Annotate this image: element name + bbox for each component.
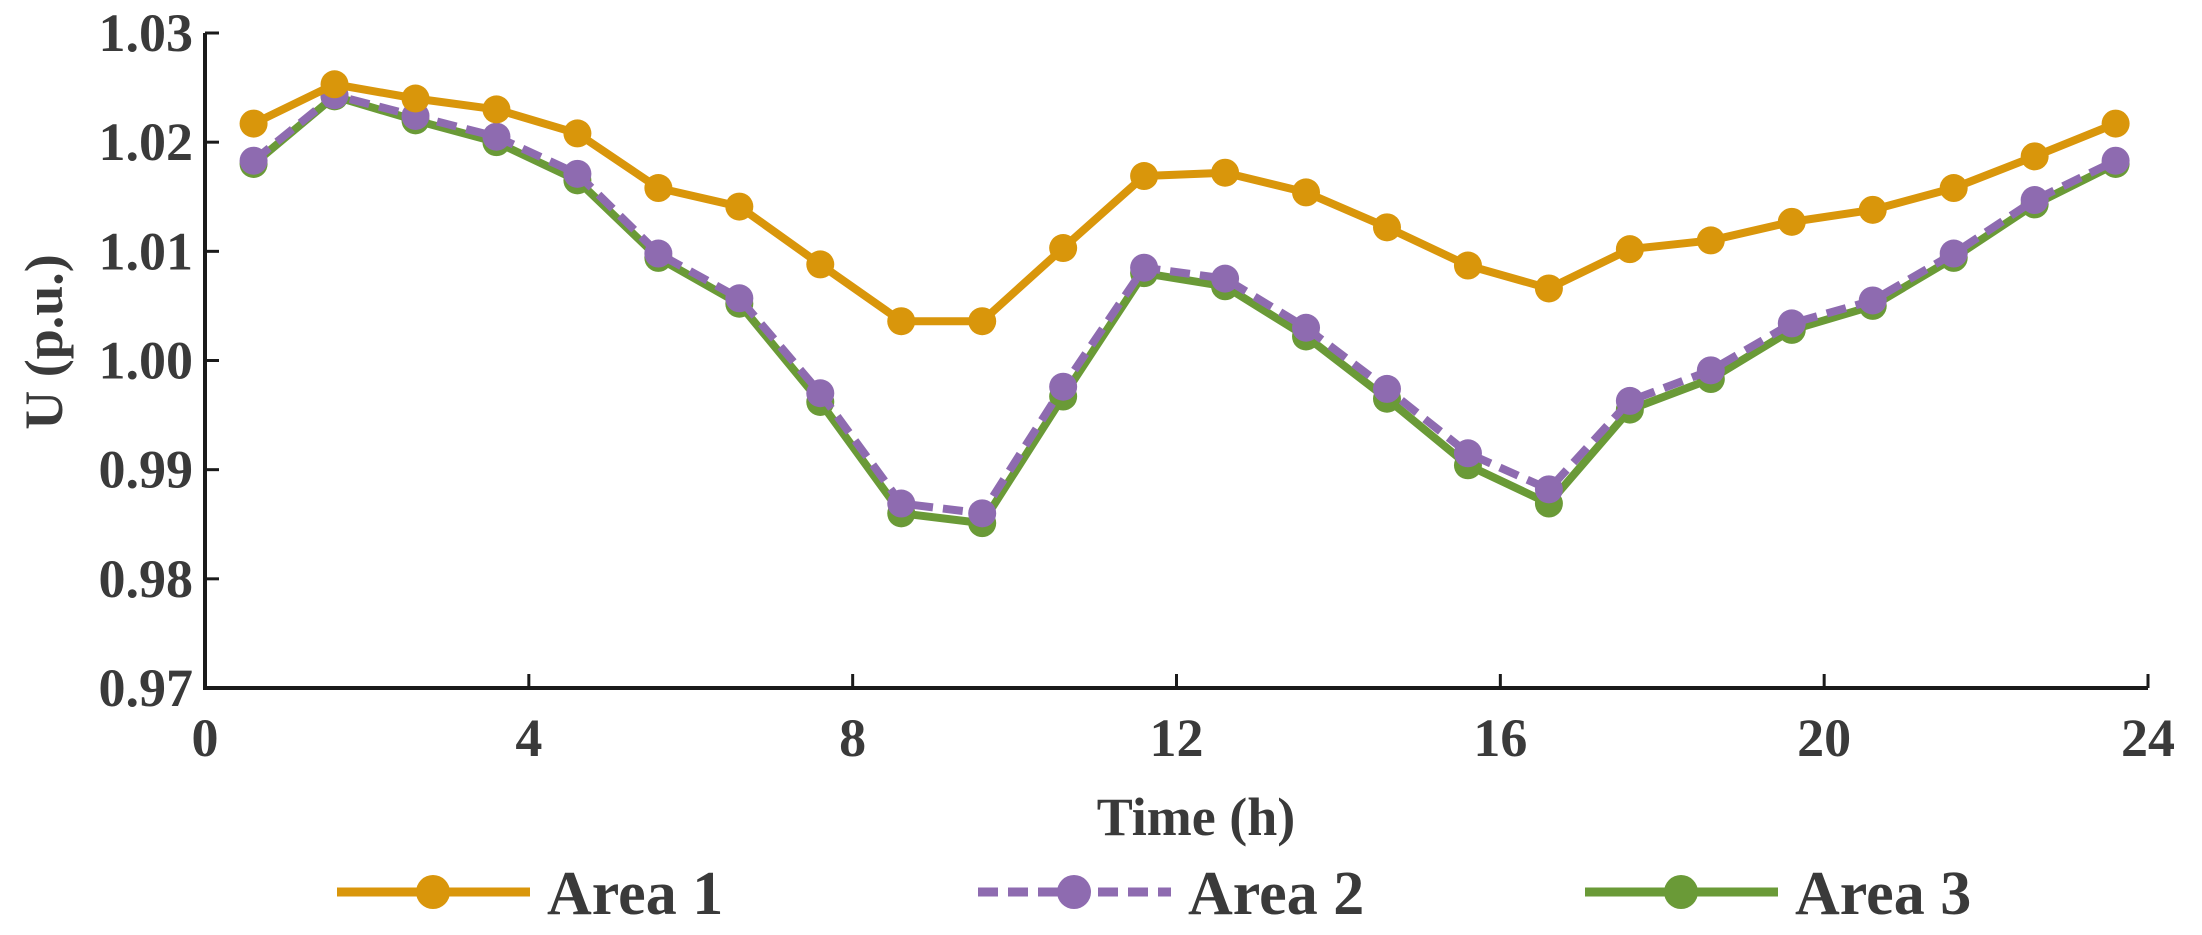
data-point xyxy=(1615,235,1644,264)
y-tick-label: 0.98 xyxy=(99,549,194,609)
data-point xyxy=(1939,239,1968,268)
data-point xyxy=(401,84,430,113)
y-tick-label: 0.97 xyxy=(99,658,194,718)
data-point xyxy=(2020,186,2049,215)
data-point xyxy=(644,239,673,268)
data-point xyxy=(887,489,916,518)
legend-swatch-marker xyxy=(1664,875,1698,909)
x-tick-label: 8 xyxy=(839,708,866,768)
data-point xyxy=(2101,109,2130,138)
data-point xyxy=(1292,313,1321,342)
legend-swatch-marker xyxy=(416,875,450,909)
x-axis-label: Time (h) xyxy=(1097,787,1296,847)
data-point xyxy=(1372,374,1401,403)
data-point xyxy=(1292,178,1321,207)
y-tick-label: 1.00 xyxy=(99,331,194,391)
legend-item-3: Area 3 xyxy=(1585,860,1971,928)
x-tick-label: 20 xyxy=(1797,708,1851,768)
data-point xyxy=(1777,207,1806,236)
data-point xyxy=(1858,195,1887,224)
y-axis-label: U (p.u.) xyxy=(14,254,74,430)
data-point xyxy=(1049,234,1078,263)
legend-label: Area 3 xyxy=(1795,860,1971,928)
legend-label: Area 2 xyxy=(1188,860,1364,928)
data-point xyxy=(1372,213,1401,242)
legend-label: Area 1 xyxy=(547,860,723,928)
data-point xyxy=(1130,162,1159,191)
data-point xyxy=(1049,372,1078,401)
series-line xyxy=(251,80,2118,326)
data-point xyxy=(1696,356,1725,385)
data-point xyxy=(1858,286,1887,315)
data-point xyxy=(1615,386,1644,415)
legend: Area 1 Area 2 Area 3 xyxy=(337,860,1971,928)
data-point xyxy=(806,250,835,279)
data-point xyxy=(563,119,592,148)
series-line xyxy=(251,91,2118,518)
series-area-1 xyxy=(239,70,2130,336)
x-tick-label: 24 xyxy=(2121,708,2175,768)
legend-item-2: Area 2 xyxy=(978,860,1364,928)
data-point xyxy=(1211,264,1240,293)
series-area-2 xyxy=(239,81,2130,528)
y-tick-label: 1.01 xyxy=(99,221,194,281)
data-point xyxy=(1453,439,1482,468)
data-point xyxy=(2020,142,2049,171)
data-point xyxy=(1534,475,1563,504)
data-point xyxy=(1696,226,1725,255)
series-group xyxy=(239,70,2130,538)
data-point xyxy=(725,192,754,221)
data-point xyxy=(887,307,916,336)
data-point xyxy=(1534,274,1563,303)
data-point xyxy=(1211,158,1240,187)
x-tick-label: 0 xyxy=(192,708,219,768)
data-point xyxy=(968,499,997,528)
data-point xyxy=(1453,251,1482,280)
data-point xyxy=(239,146,268,175)
data-point xyxy=(1130,253,1159,282)
data-point xyxy=(320,70,349,99)
data-point xyxy=(482,122,511,151)
y-tick-label: 1.02 xyxy=(99,112,194,172)
legend-item-1: Area 1 xyxy=(337,860,723,928)
data-point xyxy=(563,159,592,188)
data-point xyxy=(725,284,754,313)
data-point xyxy=(806,379,835,408)
x-tick-label: 16 xyxy=(1473,708,1527,768)
legend-swatch-marker xyxy=(1057,875,1091,909)
x-tick-label: 4 xyxy=(515,708,542,768)
data-point xyxy=(1777,309,1806,338)
axes: 0.97 0.98 0.99 1.00 1.01 1.02 1.03 0 4 8 12 16 20 24 xyxy=(99,3,2176,768)
data-point xyxy=(1939,174,1968,203)
data-point xyxy=(2101,146,2130,175)
data-point xyxy=(644,174,673,203)
y-tick-label: 0.99 xyxy=(99,440,194,500)
data-point xyxy=(239,109,268,138)
data-point xyxy=(482,95,511,124)
data-point xyxy=(968,307,997,336)
y-tick-label: 1.03 xyxy=(99,3,194,63)
x-tick-label: 12 xyxy=(1150,708,1204,768)
